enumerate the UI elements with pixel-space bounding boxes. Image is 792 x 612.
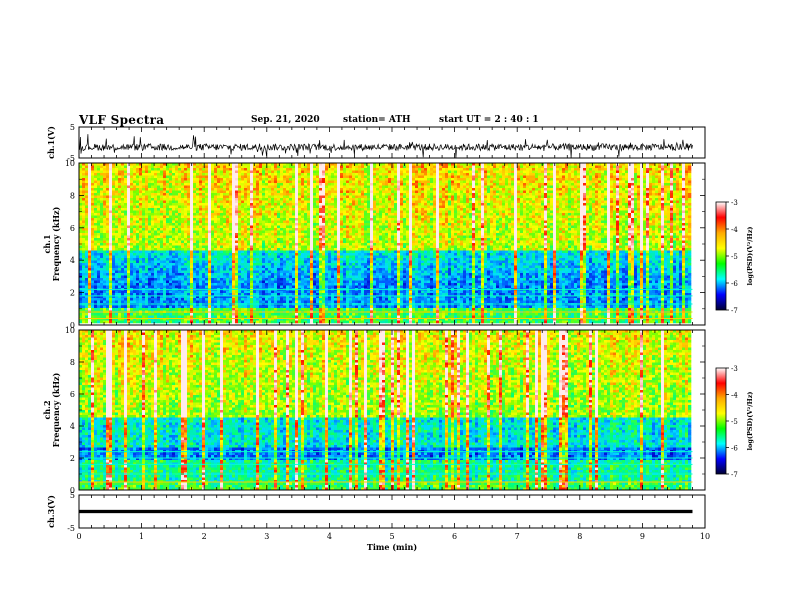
colorbar-label: log(PSD)(V²/Hz) (746, 392, 754, 451)
y-axis-label: Frequency (kHz) (51, 206, 61, 281)
y-tick-label: 0 (70, 321, 75, 330)
y-tick-label: 8 (70, 358, 75, 367)
ch1-waveform-line (78, 134, 693, 159)
x-tick-label: 1 (139, 532, 144, 541)
x-tick-label: 10 (700, 532, 710, 541)
spectrogram-ch2 (79, 330, 693, 491)
colorbar-tick-label: -3 (731, 199, 738, 207)
y-tick-label: 6 (70, 390, 75, 399)
y-axis-label: ch.2 (42, 400, 52, 419)
x-tick-label: 0 (76, 532, 81, 541)
spectrogram-ch1 (79, 163, 693, 324)
y-tick-label: 10 (65, 159, 75, 168)
axes-panel-2: 0 2 4 6 8 10 ch.1 Frequency (kHz) (42, 159, 706, 330)
ch3-waveform-line (79, 509, 693, 514)
colorbar-label: log(PSD)(V²/Hz) (746, 227, 754, 286)
y-tick-label: 2 (70, 454, 75, 463)
x-tick-label: 6 (452, 532, 457, 541)
x-tick-label: 9 (640, 532, 645, 541)
y-tick-label: 4 (70, 422, 75, 431)
y-tick-label: 10 (65, 326, 75, 335)
x-tick-label: 8 (577, 532, 582, 541)
axes-panel-3: 0 2 4 6 8 10 ch.2 Frequency (kHz) (42, 326, 706, 495)
x-tick-label: 3 (264, 532, 269, 541)
y-axis-label: Frequency (kHz) (51, 372, 61, 447)
colorbar-tick-label: -6 (731, 280, 738, 288)
y-tick-label: 2 (70, 289, 75, 298)
y-tick-label: 5 (70, 123, 75, 132)
y-tick-label: 6 (70, 224, 75, 233)
y-axis-label: ch.3(V) (46, 495, 56, 528)
x-tick-label: 7 (515, 532, 520, 541)
figure-title: VLF Spectra (79, 113, 164, 127)
colorbar-tick-label: -4 (731, 226, 738, 234)
colorbar-tick-label: -6 (731, 445, 738, 453)
colorbar-tick-label: -3 (731, 365, 738, 373)
x-tick-label: 5 (389, 532, 394, 541)
colorbar-ch2: -3 -4 -5 -6 -7 log(PSD)(V²/Hz) (715, 365, 754, 479)
colorbar-tick-label: -7 (731, 307, 738, 315)
y-tick-label: -5 (67, 524, 75, 533)
colorbar-tick-label: -4 (731, 392, 738, 400)
axes-panel-1: 5 -5 ch.1(V) (46, 123, 706, 163)
y-tick-label: -5 (67, 154, 75, 163)
colorbar-tick-label: -5 (731, 253, 738, 261)
y-tick-label: 0 (70, 486, 75, 495)
station-label: station= ATH (343, 115, 411, 125)
axes-panel-4: 5 -5 ch.3(V) (46, 491, 706, 533)
y-axis-label: ch.1 (42, 234, 52, 253)
colorbar-tick-label: -7 (731, 471, 738, 479)
colorbar-tick-label: -5 (731, 418, 738, 426)
date-label: Sep. 21, 2020 (251, 115, 320, 125)
start-time-label: start UT = 2 : 40 : 1 (439, 115, 539, 125)
colorbar-ch1: -3 -4 -5 -6 -7 log(PSD)(V²/Hz) (715, 199, 754, 315)
x-tick-label: 2 (202, 532, 207, 541)
x-tick-label: 4 (327, 532, 332, 541)
y-tick-label: 4 (70, 256, 75, 265)
x-axis-label: Time (min) (367, 542, 417, 552)
y-tick-label: 8 (70, 191, 75, 200)
y-tick-label: 5 (70, 491, 75, 500)
y-axis-label: ch.1(V) (46, 126, 56, 159)
